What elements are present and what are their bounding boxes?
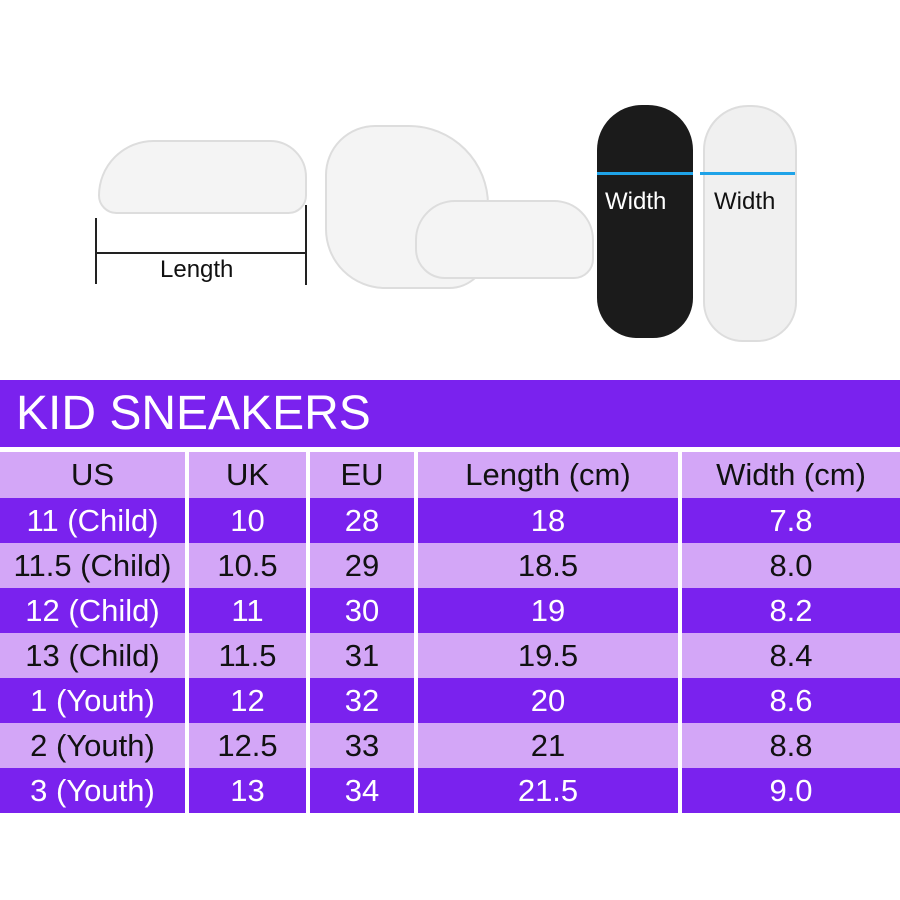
table-cell: 8.6 [678,678,900,723]
length-label: Length [160,256,234,283]
header-row: US UK EU Length (cm) Width (cm) [0,452,900,498]
width-label-right: Width [714,188,776,215]
table-cell: 8.4 [678,633,900,678]
table-cell: 11.5 (Child) [0,543,187,588]
table-cell: 31 [306,633,416,678]
table-row: 11 (Child) 10 28 18 7.8 [0,498,900,543]
table-row: 3 (Youth) 13 34 21.5 9.0 [0,768,900,813]
column-header: Length (cm) [414,452,680,498]
table-row: 11.5 (Child) 10.5 29 18.5 8.0 [0,543,900,588]
width-label-left: Width [605,188,667,215]
table-cell: 2 (Youth) [0,723,187,768]
column-header: Width (cm) [678,452,900,498]
table-cell: 8.0 [678,543,900,588]
table-cell: 12 [185,678,308,723]
table-cell: 3 (Youth) [0,768,187,813]
column-header: UK [185,452,308,498]
table-cell: 10 [185,498,308,543]
table-row: 13 (Child) 11.5 31 19.5 8.4 [0,633,900,678]
size-table: US UK EU Length (cm) Width (cm) 11 (Child) 10… [0,452,900,813]
table-cell: 12 (Child) [0,588,187,633]
table-cell: 34 [306,768,416,813]
width-arrow-left [597,172,693,175]
table-cell: 10.5 [185,543,308,588]
width-arrow-right [700,172,795,175]
table-cell: 8.8 [678,723,900,768]
table-cell: 11 [185,588,308,633]
table-cell: 12.5 [185,723,308,768]
table-cell: 8.2 [678,588,900,633]
table-cell: 28 [306,498,416,543]
table-cell: 11.5 [185,633,308,678]
table-cell: 11 (Child) [0,498,187,543]
table-cell: 29 [306,543,416,588]
table-row: 2 (Youth) 12.5 33 21 8.8 [0,723,900,768]
length-tick-left [95,218,97,284]
chart-title: KID SNEAKERS [0,380,900,447]
white-sole-image [703,105,797,342]
table-cell: 1 (Youth) [0,678,187,723]
table-row: 1 (Youth) 12 32 20 8.6 [0,678,900,723]
column-header: US [0,452,187,498]
table-cell: 18.5 [414,543,680,588]
table-cell: 13 [185,768,308,813]
table-cell: 21.5 [414,768,680,813]
shoe-side-image [98,140,307,214]
table-cell: 33 [306,723,416,768]
table-cell: 19 [414,588,680,633]
length-tick-right [305,205,307,285]
table-row: 12 (Child) 11 30 19 8.2 [0,588,900,633]
table-cell: 30 [306,588,416,633]
length-measure-line [95,252,307,254]
table-cell: 9.0 [678,768,900,813]
table-cell: 21 [414,723,680,768]
column-header: EU [306,452,416,498]
table-cell: 20 [414,678,680,723]
shoe-pair-image-second [415,200,594,279]
black-sole-image [597,105,693,338]
table-cell: 19.5 [414,633,680,678]
table-cell: 7.8 [678,498,900,543]
table-cell: 13 (Child) [0,633,187,678]
table-cell: 32 [306,678,416,723]
table-cell: 18 [414,498,680,543]
